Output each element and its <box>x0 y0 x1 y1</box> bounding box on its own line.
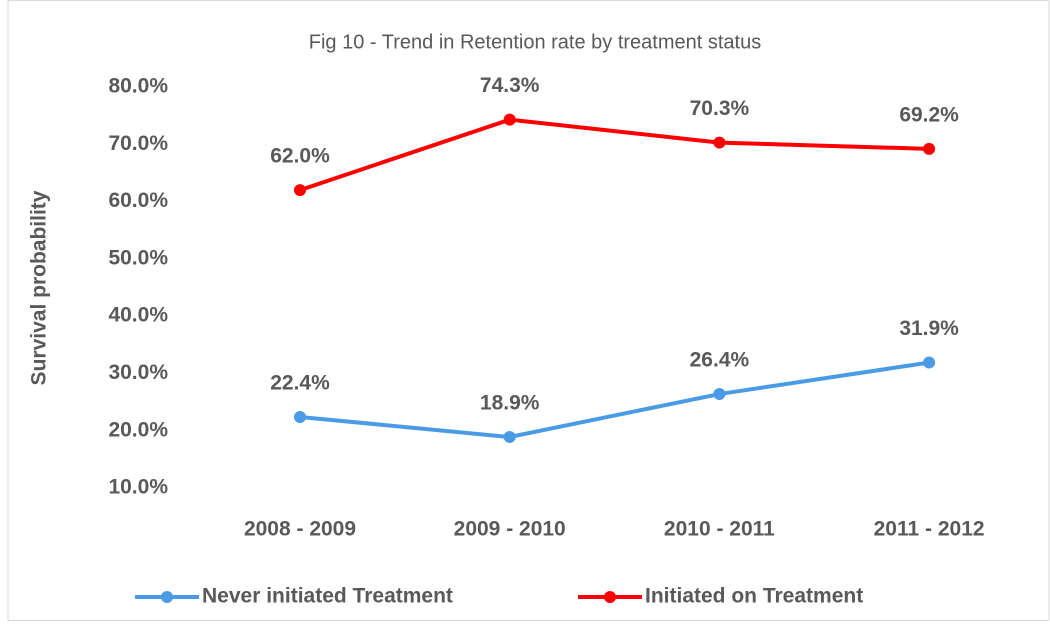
y-tick-label: 40.0% <box>108 304 168 327</box>
data-label: 74.3% <box>480 74 540 97</box>
y-tick-label: 20.0% <box>108 418 168 441</box>
chart-frame <box>7 0 1050 621</box>
data-label: 18.9% <box>480 392 540 415</box>
data-point <box>294 410 306 423</box>
data-point <box>503 431 516 444</box>
data-label: 70.3% <box>690 97 750 120</box>
data-point <box>503 113 516 126</box>
legend-label: Never initiated Treatment <box>202 585 453 608</box>
y-tick-label: 30.0% <box>108 361 168 384</box>
x-tick-label: 2009 - 2010 <box>454 518 566 541</box>
data-point <box>923 356 936 369</box>
legend-marker <box>604 591 616 603</box>
y-axis-label: Survival probability <box>28 190 51 385</box>
data-point <box>294 184 306 197</box>
series-line <box>299 117 930 193</box>
legend-label: Initiated on Treatment <box>645 585 863 608</box>
data-label: 31.9% <box>899 317 959 340</box>
data-point <box>713 136 726 149</box>
x-tick-label: 2011 - 2012 <box>874 518 985 541</box>
data-point <box>923 142 936 155</box>
x-tick-label: 2008 - 2009 <box>244 518 356 541</box>
data-label: 69.2% <box>899 103 959 126</box>
y-tick-label: 10.0% <box>108 476 168 499</box>
legend-marker <box>161 591 173 603</box>
y-tick-label: 60.0% <box>108 189 168 212</box>
y-tick-label: 80.0% <box>108 75 168 98</box>
data-label: 22.4% <box>270 372 330 395</box>
y-tick-label: 50.0% <box>108 246 168 269</box>
series-line <box>299 360 930 440</box>
data-label: 26.4% <box>690 349 750 372</box>
data-label: 62.0% <box>270 145 330 168</box>
data-point <box>713 388 726 401</box>
y-tick-label: 70.0% <box>108 132 168 155</box>
x-tick-label: 2010 - 2011 <box>664 518 775 541</box>
chart-title: Fig 10 - Trend in Retention rate by trea… <box>309 31 761 53</box>
